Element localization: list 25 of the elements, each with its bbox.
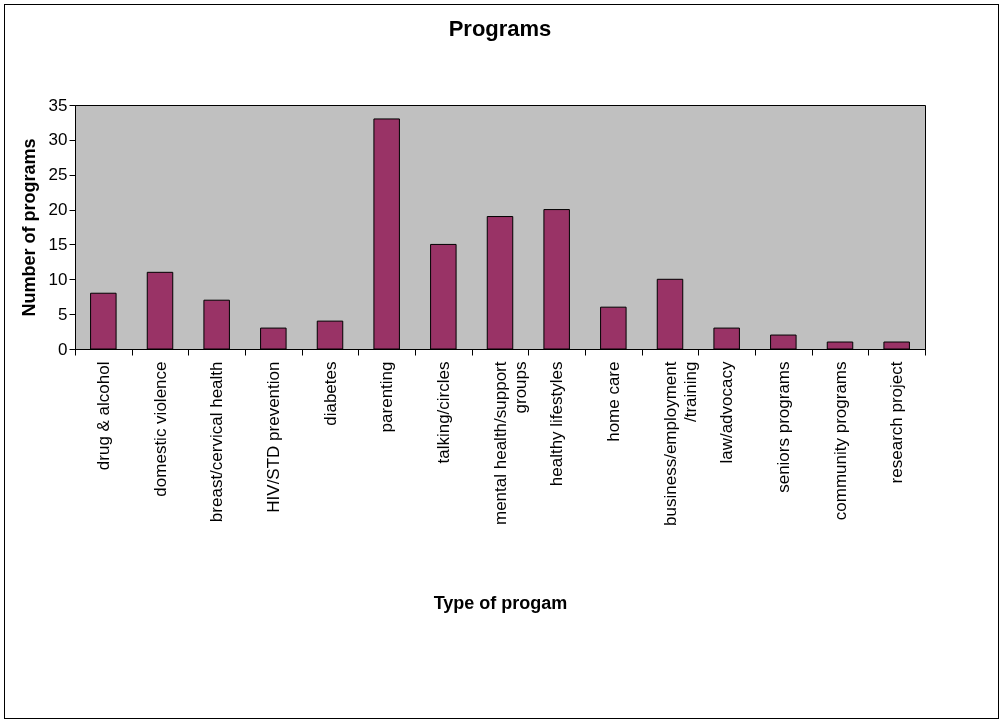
- chart-title: Programs: [448, 16, 552, 41]
- y-tick-label: 10: [48, 269, 68, 289]
- y-tick-label: 30: [48, 130, 68, 150]
- y-tick-label: 15: [48, 234, 68, 254]
- x-tick-label: talking/circles: [433, 361, 453, 464]
- y-tick-label: 35: [48, 95, 68, 115]
- x-tick-label: HIV/STD prevention: [263, 361, 283, 513]
- x-tick-label: law/advocacy: [717, 361, 737, 464]
- x-tick-label: diabetes: [320, 361, 340, 426]
- x-tick-label: drug & alcohol: [93, 361, 113, 471]
- x-tick-label: breast/cervical health: [207, 361, 227, 523]
- x-tick-label: home care: [603, 361, 623, 442]
- x-tick-label: seniors programs: [773, 361, 793, 493]
- y-axis-title: Number of programs: [18, 138, 39, 317]
- x-tick-label: healthy lifestyles: [547, 361, 567, 487]
- y-tick-label: 0: [58, 339, 68, 359]
- y-tick-label: 20: [48, 200, 68, 220]
- y-tick-label: 5: [58, 304, 68, 324]
- x-tick-label: domestic violence: [150, 361, 170, 497]
- y-tick-label: 25: [48, 165, 68, 185]
- x-tick-label: mental health/support groups: [490, 361, 530, 525]
- x-tick-label: parenting: [377, 361, 397, 433]
- x-tick-label: research project: [887, 361, 907, 484]
- x-axis-title: Type of progam: [433, 592, 568, 613]
- x-tick-label: community programs: [830, 361, 850, 521]
